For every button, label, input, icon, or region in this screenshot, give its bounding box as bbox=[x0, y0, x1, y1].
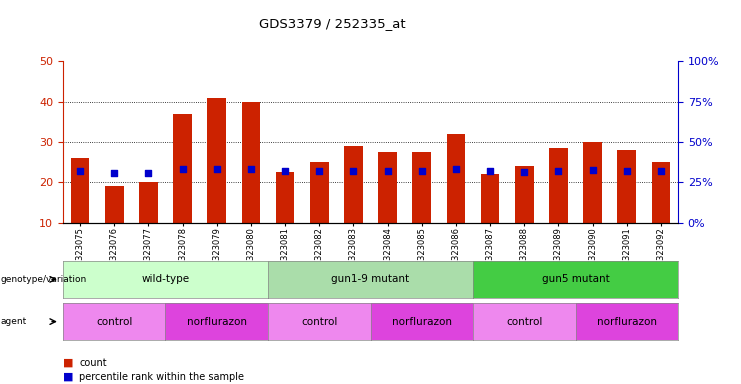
Text: agent: agent bbox=[1, 317, 27, 326]
Point bbox=[74, 168, 86, 174]
Bar bbox=[104, 187, 124, 223]
Text: control: control bbox=[301, 316, 337, 327]
Point bbox=[245, 166, 257, 172]
Point bbox=[142, 170, 154, 176]
Text: norflurazon: norflurazon bbox=[597, 316, 657, 327]
Text: control: control bbox=[96, 316, 133, 327]
Text: norflurazon: norflurazon bbox=[392, 316, 452, 327]
Text: ■: ■ bbox=[63, 358, 73, 368]
Point bbox=[348, 168, 359, 174]
Point bbox=[518, 169, 530, 175]
Bar bbox=[207, 98, 226, 223]
Bar bbox=[651, 162, 671, 223]
Text: percentile rank within the sample: percentile rank within the sample bbox=[79, 372, 245, 382]
Point bbox=[450, 166, 462, 172]
Point bbox=[416, 168, 428, 174]
Point bbox=[587, 167, 599, 174]
Point bbox=[382, 168, 393, 174]
Point bbox=[279, 168, 291, 174]
Bar bbox=[481, 174, 499, 223]
Bar bbox=[412, 152, 431, 223]
Point bbox=[621, 168, 633, 174]
Point bbox=[210, 166, 222, 172]
Bar bbox=[344, 146, 363, 223]
Bar bbox=[549, 148, 568, 223]
Text: control: control bbox=[506, 316, 542, 327]
Point bbox=[313, 168, 325, 174]
Text: norflurazon: norflurazon bbox=[187, 316, 247, 327]
Point bbox=[484, 168, 496, 174]
Text: gun5 mutant: gun5 mutant bbox=[542, 274, 609, 285]
Bar bbox=[242, 102, 260, 223]
Bar bbox=[583, 142, 602, 223]
Bar bbox=[447, 134, 465, 223]
Bar bbox=[139, 182, 158, 223]
Point bbox=[176, 166, 188, 172]
Text: wild-type: wild-type bbox=[142, 274, 190, 285]
Bar bbox=[70, 158, 90, 223]
Bar bbox=[617, 150, 637, 223]
Bar bbox=[173, 114, 192, 223]
Text: gun1-9 mutant: gun1-9 mutant bbox=[331, 274, 410, 285]
Text: ■: ■ bbox=[63, 372, 73, 382]
Point bbox=[553, 168, 565, 174]
Point bbox=[655, 168, 667, 174]
Text: genotype/variation: genotype/variation bbox=[1, 275, 87, 284]
Bar bbox=[310, 162, 329, 223]
Bar bbox=[378, 152, 397, 223]
Point bbox=[108, 170, 120, 176]
Text: GDS3379 / 252335_at: GDS3379 / 252335_at bbox=[259, 17, 406, 30]
Bar bbox=[515, 166, 534, 223]
Text: count: count bbox=[79, 358, 107, 368]
Bar bbox=[276, 172, 294, 223]
